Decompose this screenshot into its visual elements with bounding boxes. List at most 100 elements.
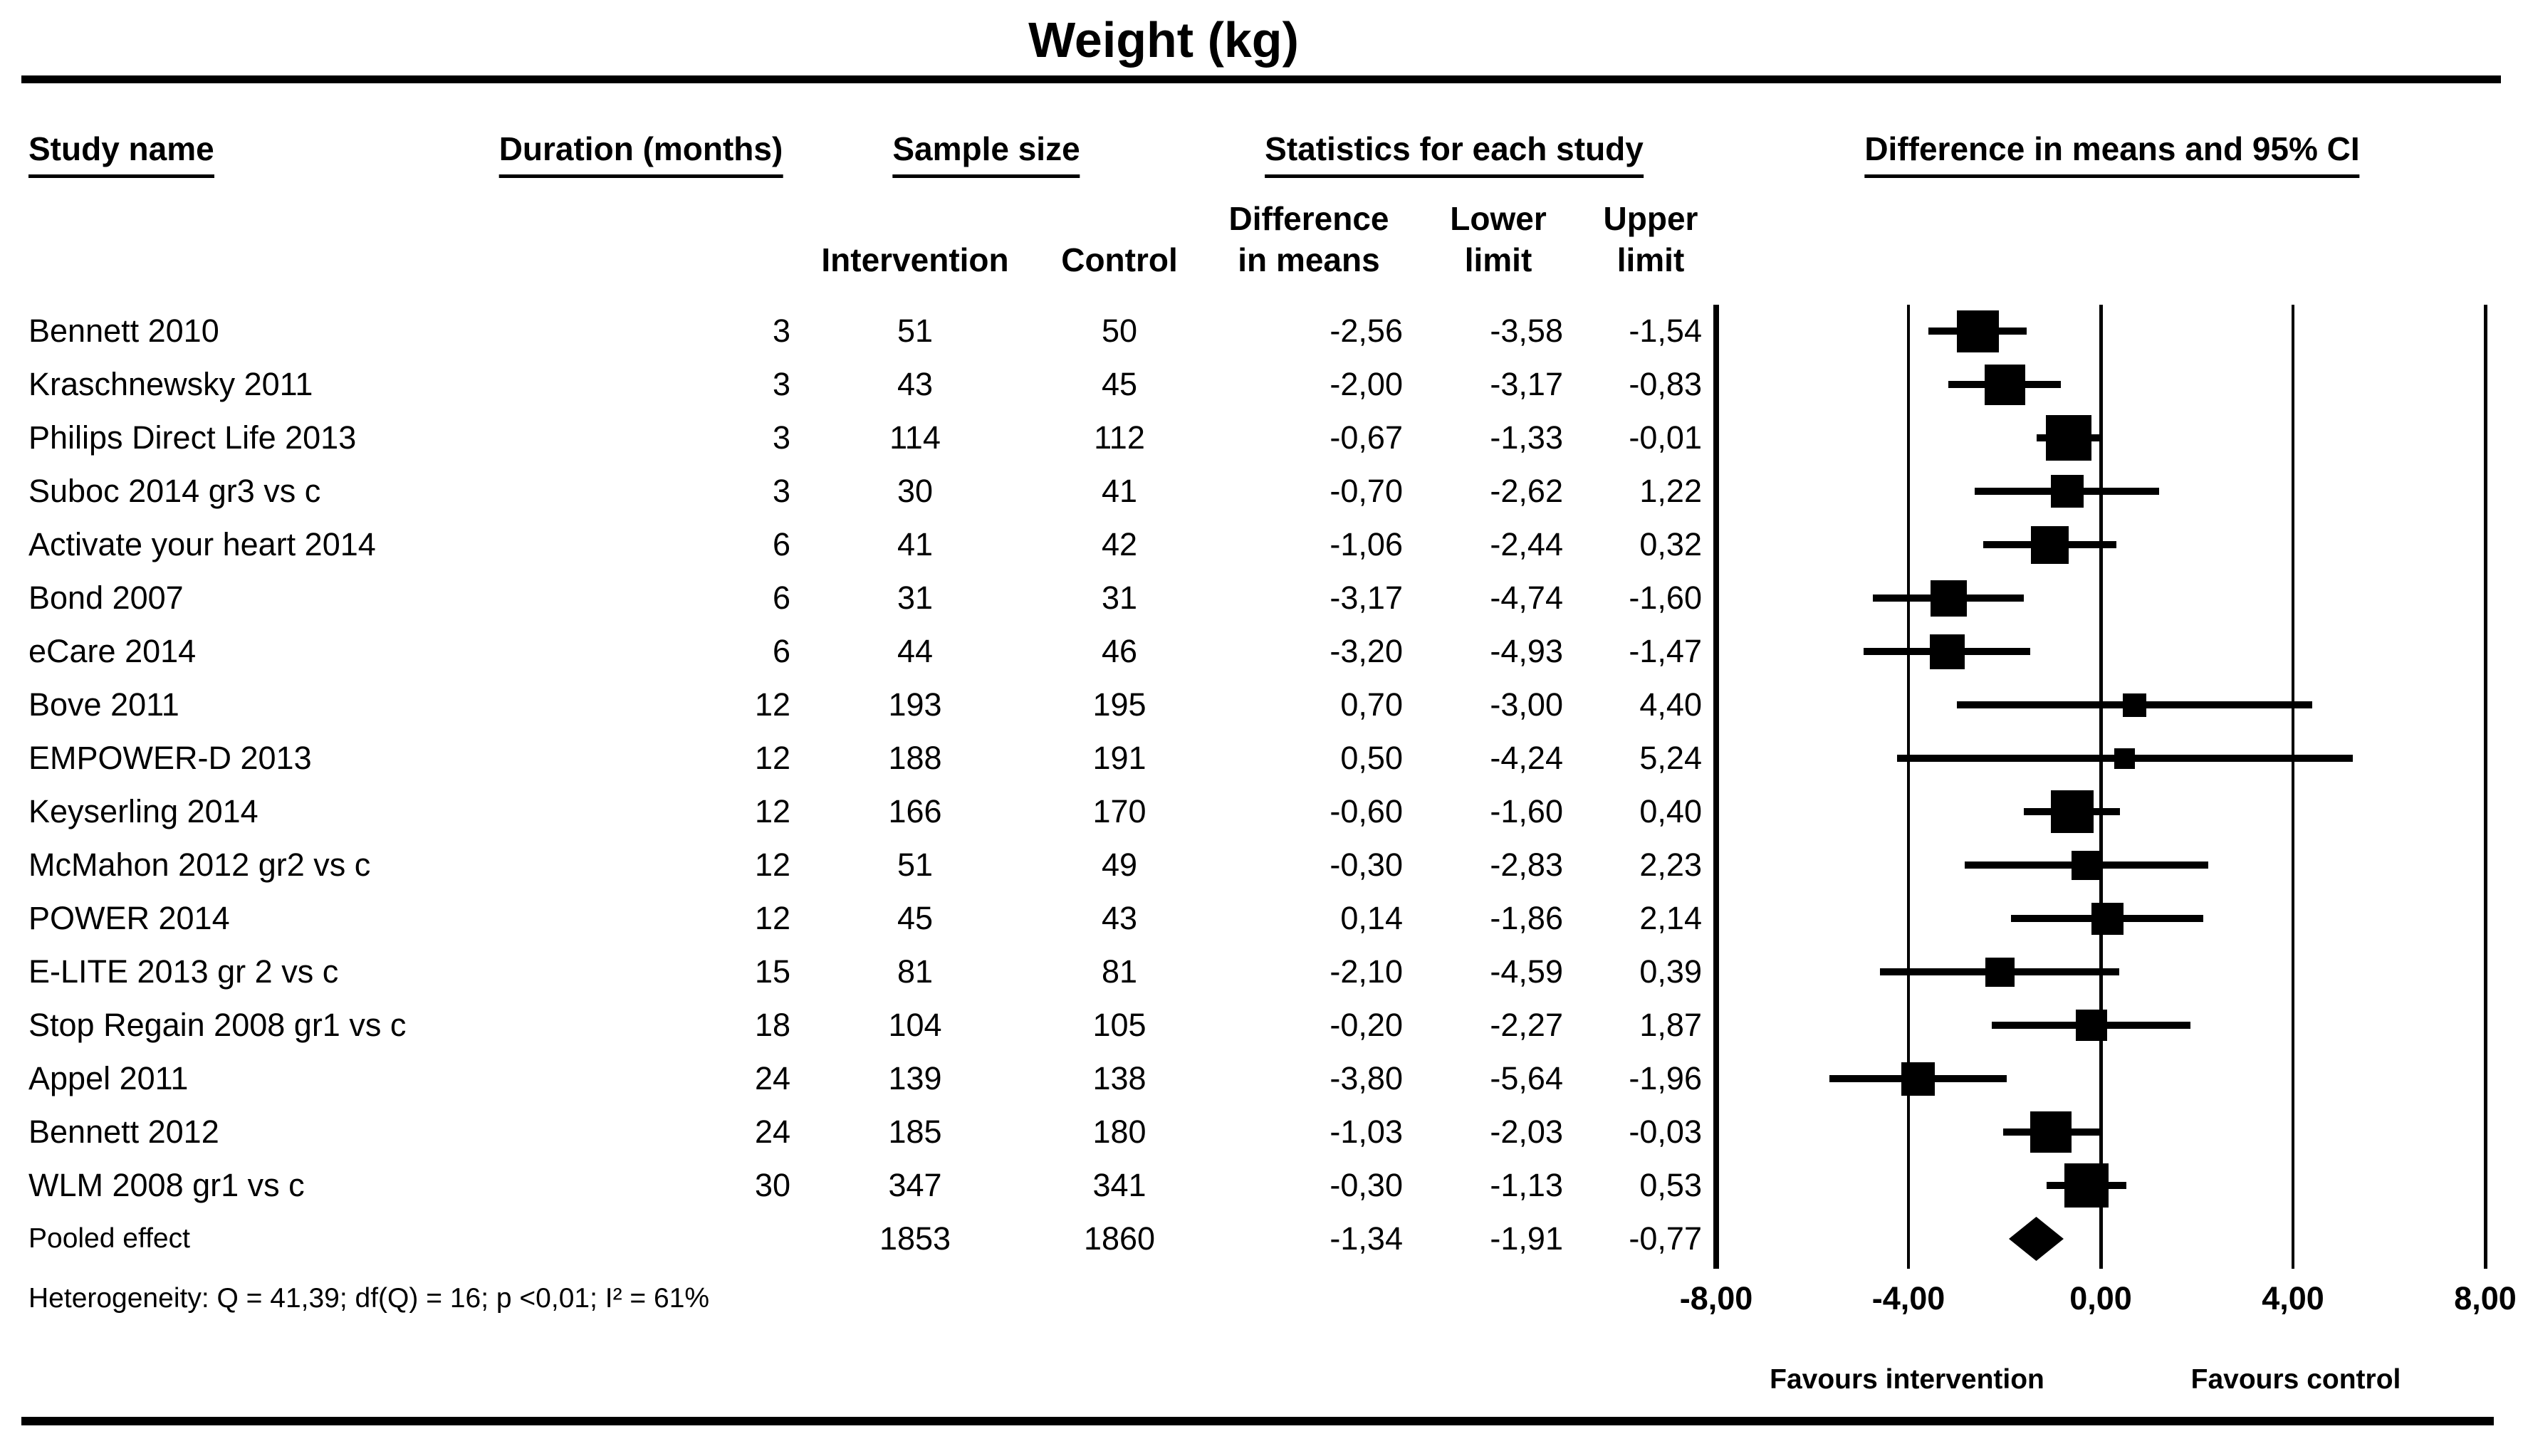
column-header-ci: Difference in means and 95% CI <box>1864 130 2360 178</box>
cell-upper-limit: -1,47 <box>1629 633 1702 669</box>
effect-square <box>2122 693 2146 717</box>
cell-n-control: 170 <box>1092 793 1146 829</box>
gridline <box>1713 305 1719 1269</box>
cell-lower-limit: -5,64 <box>1490 1060 1563 1096</box>
cell-lower-limit: -2,83 <box>1490 847 1563 883</box>
cell-difference: -1,34 <box>1330 1220 1403 1257</box>
axis-tick-label: -4,00 <box>1871 1280 1945 1316</box>
cell-study-name: Pooled effect <box>28 1223 190 1254</box>
cell-duration: 3 <box>772 419 790 456</box>
cell-n-intervention: 44 <box>897 633 934 669</box>
chart-title: Weight (kg) <box>1028 12 1299 68</box>
cell-n-intervention: 31 <box>897 580 934 616</box>
cell-n-intervention: 45 <box>897 900 934 936</box>
cell-lower-limit: -1,13 <box>1490 1167 1563 1203</box>
axis-tick-label: -8,00 <box>1679 1280 1753 1316</box>
effect-square <box>2114 748 2136 769</box>
cell-lower-limit: -4,59 <box>1490 953 1563 990</box>
cell-duration: 24 <box>754 1060 790 1096</box>
cell-duration: 3 <box>772 313 790 349</box>
cell-upper-limit: 2,14 <box>1639 900 1702 936</box>
cell-upper-limit: 1,87 <box>1639 1007 1702 1043</box>
cell-difference: -0,30 <box>1330 847 1403 883</box>
cell-duration: 18 <box>754 1007 790 1043</box>
effect-square <box>2072 850 2101 880</box>
gridline <box>1907 305 1910 1269</box>
cell-difference: -0,30 <box>1330 1167 1403 1203</box>
effect-square <box>2045 415 2091 461</box>
cell-upper-limit: 4,40 <box>1639 686 1702 723</box>
column-header-study-name: Study name <box>28 130 214 178</box>
cell-upper-limit: -0,83 <box>1629 366 1702 402</box>
cell-upper-limit: 2,23 <box>1639 847 1702 883</box>
cell-lower-limit: -4,74 <box>1490 580 1563 616</box>
cell-difference: -3,17 <box>1330 580 1403 616</box>
effect-square <box>2030 1111 2072 1153</box>
cell-duration: 12 <box>754 900 790 936</box>
cell-n-intervention: 51 <box>897 313 934 349</box>
axis-tick-label: 0,00 <box>2069 1280 2132 1316</box>
effect-square <box>1956 310 1999 352</box>
cell-lower-limit: -1,33 <box>1490 419 1563 456</box>
cell-upper-limit: 1,22 <box>1639 473 1702 509</box>
subheader-upper-limit: Upper limit <box>1603 200 1698 278</box>
cell-study-name: Appel 2011 <box>28 1060 189 1096</box>
cell-study-name: Activate your heart 2014 <box>28 526 376 562</box>
column-header-sample-size: Sample size <box>892 130 1080 178</box>
cell-study-name: Philips Direct Life 2013 <box>28 419 357 456</box>
cell-duration: 3 <box>772 473 790 509</box>
effect-square <box>2030 525 2069 564</box>
cell-duration: 12 <box>754 686 790 723</box>
cell-study-name: Stop Regain 2008 gr1 vs c <box>28 1007 407 1043</box>
effect-square <box>1930 580 1967 617</box>
cell-lower-limit: -4,24 <box>1490 740 1563 776</box>
cell-upper-limit: 0,32 <box>1639 526 1702 562</box>
cell-lower-limit: -3,00 <box>1490 686 1563 723</box>
cell-study-name: Bennett 2010 <box>28 313 219 349</box>
cell-study-name: EMPOWER-D 2013 <box>28 740 312 776</box>
favours-intervention-label: Favours intervention <box>1770 1364 2044 1395</box>
cell-n-control: 41 <box>1101 473 1138 509</box>
cell-n-intervention: 30 <box>897 473 934 509</box>
cell-difference: -2,56 <box>1330 313 1403 349</box>
gridline <box>2483 305 2487 1269</box>
top-rule <box>21 75 2501 83</box>
cell-study-name: Bond 2007 <box>28 580 184 616</box>
cell-n-control: 195 <box>1092 686 1146 723</box>
cell-n-control: 105 <box>1092 1007 1146 1043</box>
cell-lower-limit: -2,03 <box>1490 1114 1563 1150</box>
effect-square <box>1901 1062 1935 1096</box>
cell-n-control: 81 <box>1101 953 1138 990</box>
cell-study-name: McMahon 2012 gr2 vs c <box>28 847 371 883</box>
cell-study-name: WLM 2008 gr1 vs c <box>28 1167 305 1203</box>
cell-difference: -1,06 <box>1330 526 1403 562</box>
cell-duration: 12 <box>754 793 790 829</box>
cell-n-intervention: 139 <box>888 1060 942 1096</box>
cell-study-name: Kraschnewsky 2011 <box>28 366 313 402</box>
favours-control-label: Favours control <box>2190 1364 2401 1395</box>
cell-n-intervention: 1853 <box>879 1220 951 1257</box>
effect-square <box>2075 1010 2107 1041</box>
cell-n-intervention: 193 <box>888 686 942 723</box>
cell-upper-limit: -1,54 <box>1629 313 1702 349</box>
cell-study-name: eCare 2014 <box>28 633 197 669</box>
cell-n-intervention: 166 <box>888 793 942 829</box>
cell-study-name: POWER 2014 <box>28 900 230 936</box>
subheader-difference-in-means: Difference in means <box>1228 200 1389 278</box>
cell-lower-limit: -1,91 <box>1490 1220 1563 1257</box>
cell-difference: -0,67 <box>1330 419 1403 456</box>
subheader-intervention: Intervention <box>821 241 1009 278</box>
cell-n-control: 341 <box>1092 1167 1146 1203</box>
cell-duration: 30 <box>754 1167 790 1203</box>
cell-n-intervention: 185 <box>888 1114 942 1150</box>
cell-difference: -3,80 <box>1330 1060 1403 1096</box>
cell-difference: -2,00 <box>1330 366 1403 402</box>
column-header-statistics: Statistics for each study <box>1265 130 1644 178</box>
cell-n-control: 112 <box>1094 419 1145 456</box>
bottom-rule <box>21 1417 2494 1425</box>
cell-difference: -0,60 <box>1330 793 1403 829</box>
cell-n-intervention: 43 <box>897 366 934 402</box>
cell-duration: 6 <box>772 526 790 562</box>
cell-difference: 0,14 <box>1340 900 1403 936</box>
